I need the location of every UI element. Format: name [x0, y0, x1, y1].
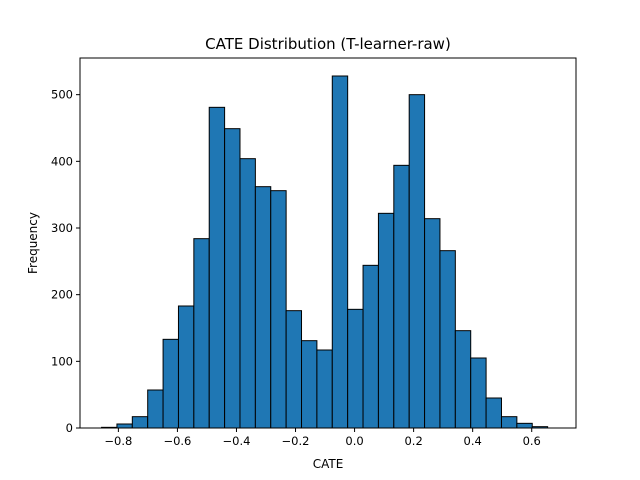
histogram-bar [485, 397, 502, 429]
histogram-bar [516, 422, 533, 429]
histogram-bar [454, 330, 472, 429]
x-axis-label: CATE [313, 457, 344, 471]
histogram-bar [147, 389, 164, 429]
histogram-bar [500, 416, 518, 429]
histogram-bar [131, 416, 149, 429]
histogram-bar [470, 357, 487, 429]
plot-frame [79, 57, 577, 429]
histogram-bar [439, 250, 456, 429]
x-tick-label: 0.4 [464, 434, 482, 448]
histogram-bar [177, 305, 195, 429]
y-axis-label: Frequency [26, 212, 40, 274]
histogram-bar [162, 338, 179, 429]
histogram-bar [331, 75, 349, 429]
x-tick-label: 0.6 [523, 434, 541, 448]
y-tick-label: 200 [51, 288, 73, 302]
histogram-bar [424, 218, 441, 429]
histogram-bar [362, 264, 379, 429]
x-axis-ticks: −0.8 −0.6 −0.4 −0.2 0.0 0.2 0.4 0.6 [104, 428, 541, 448]
y-tick-label: 400 [51, 154, 73, 168]
histogram-bar [254, 186, 272, 429]
y-axis-ticks: 0 100 200 300 400 500 [51, 88, 80, 435]
x-tick-label: 0.0 [345, 434, 363, 448]
x-tick-label: 0.2 [404, 434, 422, 448]
histogram-bar [285, 310, 303, 429]
x-tick-label: −0.4 [223, 434, 251, 448]
x-tick-label: −0.2 [282, 434, 310, 448]
histogram-bar [116, 423, 133, 429]
histogram-bar [347, 308, 364, 429]
histogram-bar [377, 212, 395, 429]
y-tick-label: 300 [51, 221, 73, 235]
histogram-bar [193, 238, 210, 429]
histogram-bar [208, 106, 226, 429]
histogram-bar [270, 190, 287, 429]
histogram-bar [408, 94, 426, 429]
histogram-bar [239, 158, 256, 429]
x-tick-label: −0.8 [104, 434, 132, 448]
y-tick-label: 100 [51, 354, 73, 368]
histogram-bar [393, 164, 410, 429]
x-tick-label: −0.6 [163, 434, 191, 448]
histogram-bar [224, 128, 241, 429]
chart-title: CATE Distribution (T-learner-raw) [205, 35, 451, 53]
histogram-bar [316, 349, 333, 429]
y-tick-label: 500 [51, 88, 73, 102]
y-tick-label: 0 [66, 421, 73, 435]
histogram-bar [301, 340, 318, 429]
